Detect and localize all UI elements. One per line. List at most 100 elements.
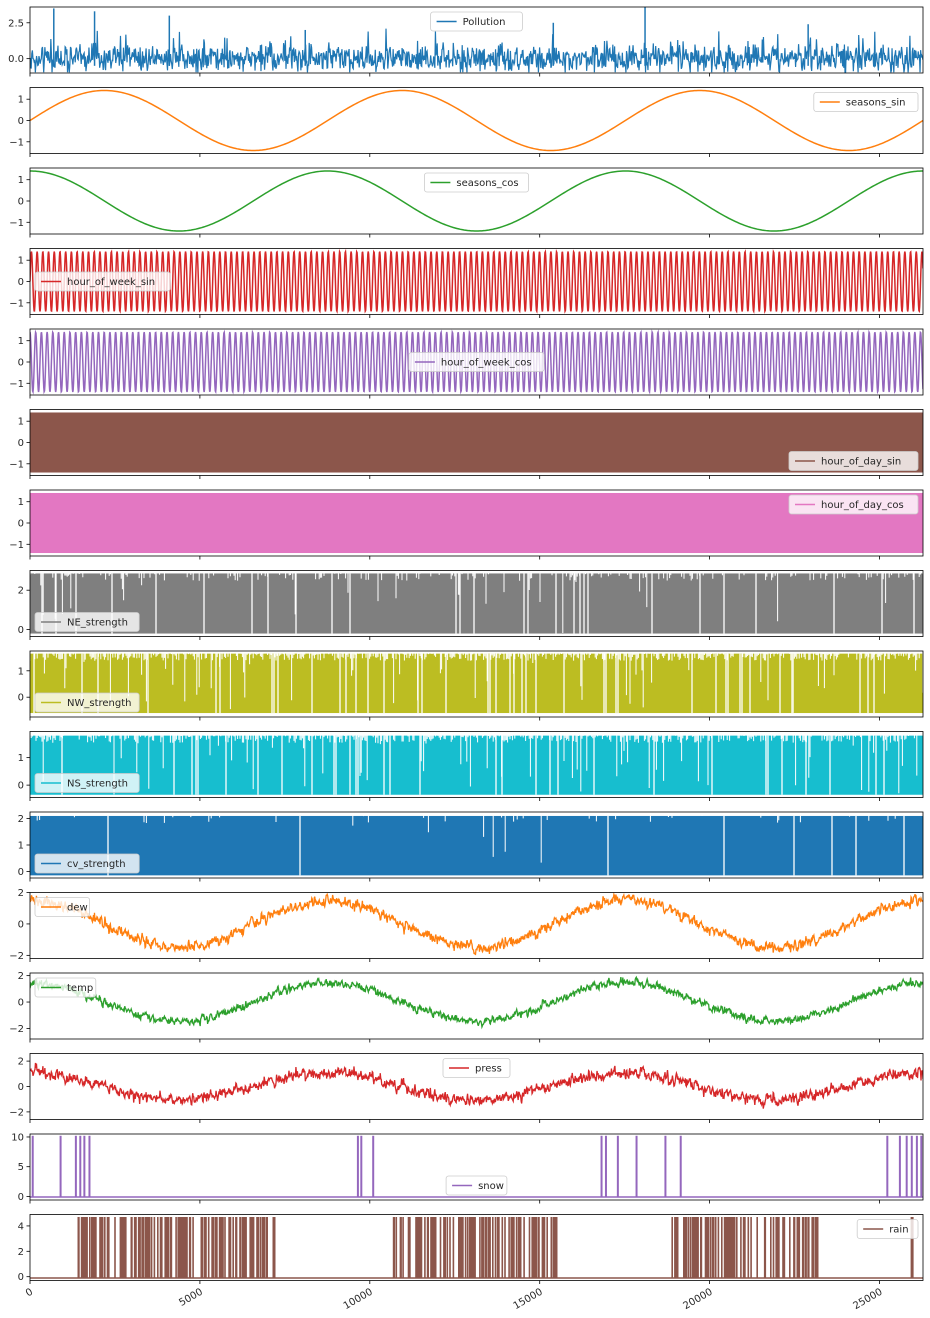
legend-ne-strength: NE_strength	[34, 612, 140, 632]
ytick-label-temp-2: 2	[18, 971, 24, 982]
series-press	[30, 1062, 923, 1109]
legend-box-hour-of-day-sin	[788, 451, 919, 471]
ytick-label-dew-1: 0	[18, 919, 24, 930]
legend-hour-of-day-sin: hour_of_day_sin	[788, 451, 919, 471]
legend-box-press	[442, 1058, 511, 1078]
band-cv-strength	[30, 815, 923, 876]
band-nw-strength	[30, 653, 923, 714]
subplot-cv-strength: 0 1 2 cv_strength	[18, 811, 924, 882]
series-hour-of-day-sin	[30, 412, 923, 473]
gaps-ne-strength	[41, 573, 915, 634]
series-dew	[30, 892, 923, 956]
legend-box-seasons-cos	[423, 172, 529, 193]
ytick-label-seasons-cos-0: −1	[9, 218, 24, 229]
series-ne-strength	[30, 572, 923, 634]
gaps-top-ns-strength	[30, 734, 918, 795]
ytick-label-seasons-cos-1: 0	[18, 197, 24, 208]
legend-box-dew	[34, 897, 90, 917]
ytick-label-seasons-sin-1: 0	[18, 116, 24, 127]
ytick-label-seasons-cos-2: 1	[18, 175, 24, 186]
ytick-label-dew-0: −2	[9, 951, 24, 962]
axes-frame-nw-strength	[29, 650, 924, 718]
ytick-label-ns-strength-0: 0	[18, 781, 24, 792]
line-press	[30, 1062, 923, 1109]
xtick-label-3: 15000	[512, 1287, 545, 1312]
ytick-label-ne-strength-1: 2	[18, 586, 24, 597]
legend-label-hour-of-day-cos: hour_of_day_cos	[821, 500, 904, 511]
legend-label-snow: snow	[478, 1181, 504, 1192]
gaps-top-nw-strength	[30, 652, 923, 713]
ytick-label-cv-strength-1: 1	[18, 841, 24, 852]
series-temp	[30, 975, 923, 1030]
ytick-label-ns-strength-1: 1	[18, 753, 24, 764]
legend-label-nw-strength: NW_strength	[67, 698, 132, 709]
subplot-seasons-sin: −1 0 1 seasons_sin	[9, 87, 924, 157]
line-dew	[30, 892, 923, 956]
legend-label-hour-of-week-sin: hour_of_week_sin	[67, 277, 155, 288]
legend-pollution: Pollution	[430, 11, 523, 32]
series-seasons-sin	[30, 89, 923, 152]
axes-frame-rain	[29, 1214, 924, 1281]
subplot-rain: 0 2 4 rain	[18, 1214, 924, 1284]
band-hour-of-day-cos	[30, 492, 923, 554]
ytick-label-hour-of-day-cos-1: 0	[18, 519, 24, 530]
ytick-label-hour-of-week-cos-1: 0	[18, 358, 24, 369]
ytick-label-snow-0: 0	[18, 1192, 24, 1203]
ytick-label-seasons-sin-2: 1	[18, 95, 24, 106]
ytick-label-hour-of-day-sin-1: 0	[18, 438, 24, 449]
legend-label-cv-strength: cv_strength	[67, 859, 126, 870]
legend-press: press	[442, 1058, 511, 1078]
subplot-snow: 0 5 10 snow	[11, 1132, 924, 1204]
subplot-pollution: 0.0 2.5 Pollution	[8, 6, 924, 77]
subplot-ns-strength: 0 1 NS_strength	[18, 731, 924, 801]
legend-temp: temp	[34, 977, 97, 998]
legend-label-ns-strength: NS_strength	[67, 779, 128, 790]
ytick-label-hour-of-day-cos-0: −1	[9, 540, 24, 551]
legend-label-temp: temp	[67, 983, 93, 994]
ytick-label-cv-strength-0: 0	[18, 867, 24, 878]
series-seasons-cos	[30, 170, 923, 232]
legend-hour-of-week-sin: hour_of_week_sin	[34, 271, 171, 292]
subplot-dew: −2 0 2 dew	[9, 888, 924, 962]
ytick-label-hour-of-week-sin-0: −1	[9, 298, 24, 309]
xtick-label-2: 10000	[342, 1287, 375, 1312]
gaps-ns-strength	[61, 735, 885, 795]
ytick-label-snow-2: 10	[11, 1132, 24, 1143]
subplot-hour-of-week-cos: −1 0 1 hour_of_week_cos	[9, 328, 924, 399]
ytick-label-hour-of-day-cos-2: 1	[18, 497, 24, 508]
legend-label-dew: dew	[67, 903, 88, 914]
series-cv-strength	[30, 814, 923, 876]
legend-hour-of-week-cos: hour_of_week_cos	[408, 352, 545, 372]
ytick-label-cv-strength-2: 2	[18, 814, 24, 825]
gaps-top-cv-strength	[36, 814, 896, 863]
ytick-label-seasons-sin-0: −1	[9, 137, 24, 148]
legend-box-nw-strength	[34, 692, 140, 713]
ytick-label-hour-of-day-sin-0: −1	[9, 459, 24, 470]
ytick-label-press-1: 0	[18, 1082, 24, 1093]
series-hour-of-week-sin	[30, 248, 923, 315]
subplot-seasons-cos: −1 0 1 seasons_cos	[9, 167, 924, 238]
ytick-label-hour-of-week-cos-0: −1	[9, 379, 24, 390]
axes-frame-temp	[29, 972, 924, 1040]
legend-snow: snow	[445, 1175, 508, 1196]
ytick-label-snow-1: 5	[18, 1162, 24, 1173]
line-pollution	[30, 28, 923, 73]
subplot-hour-of-day-sin: −1 0 1 hour_of_day_sin	[9, 409, 924, 479]
xtick-label-1: 5000	[177, 1287, 205, 1309]
legend-box-pollution	[430, 11, 523, 32]
axes-frame-pollution	[29, 6, 924, 74]
legend-box-rain	[856, 1219, 919, 1239]
ytick-label-rain-2: 4	[18, 1221, 24, 1232]
legend-label-ne-strength: NE_strength	[67, 618, 128, 629]
ytick-label-hour-of-week-sin-1: 0	[18, 277, 24, 288]
legend-box-ns-strength	[34, 773, 140, 793]
legend-seasons-sin: seasons_sin	[813, 92, 919, 112]
band-hour-of-day-sin	[30, 412, 923, 473]
line-hour-of-week-sin	[30, 248, 923, 315]
ytick-label-rain-0: 0	[18, 1272, 24, 1283]
ytick-label-hour-of-week-cos-2: 1	[18, 336, 24, 347]
legend-rain: rain	[856, 1219, 919, 1239]
ytick-label-hour-of-week-sin-2: 1	[18, 256, 24, 267]
subplot-ne-strength: 0 2 NE_strength	[18, 570, 924, 640]
